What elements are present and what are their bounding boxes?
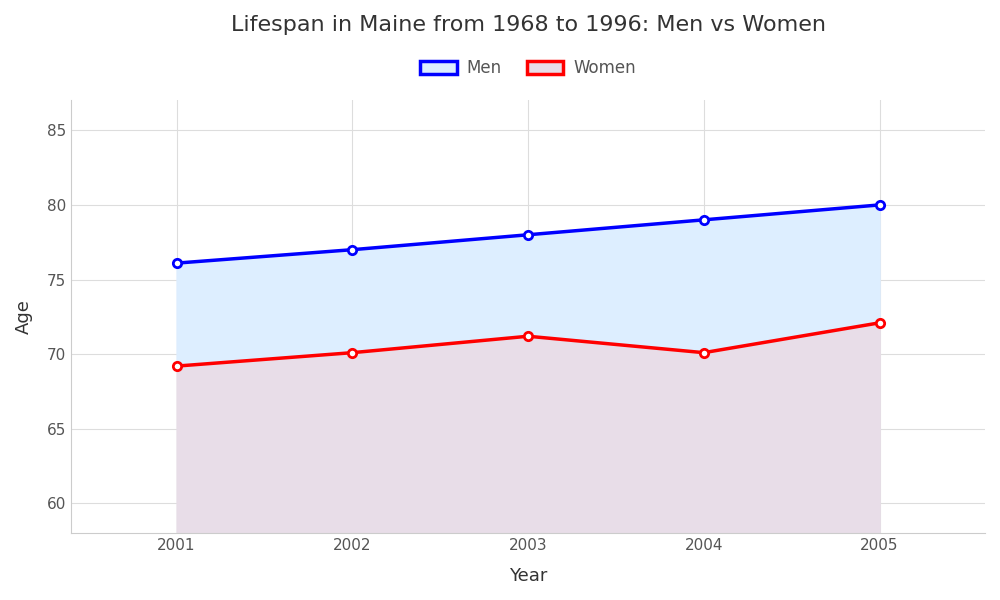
Title: Lifespan in Maine from 1968 to 1996: Men vs Women: Lifespan in Maine from 1968 to 1996: Men… [231, 15, 826, 35]
Legend: Men, Women: Men, Women [413, 53, 643, 84]
X-axis label: Year: Year [509, 567, 547, 585]
Y-axis label: Age: Age [15, 299, 33, 334]
